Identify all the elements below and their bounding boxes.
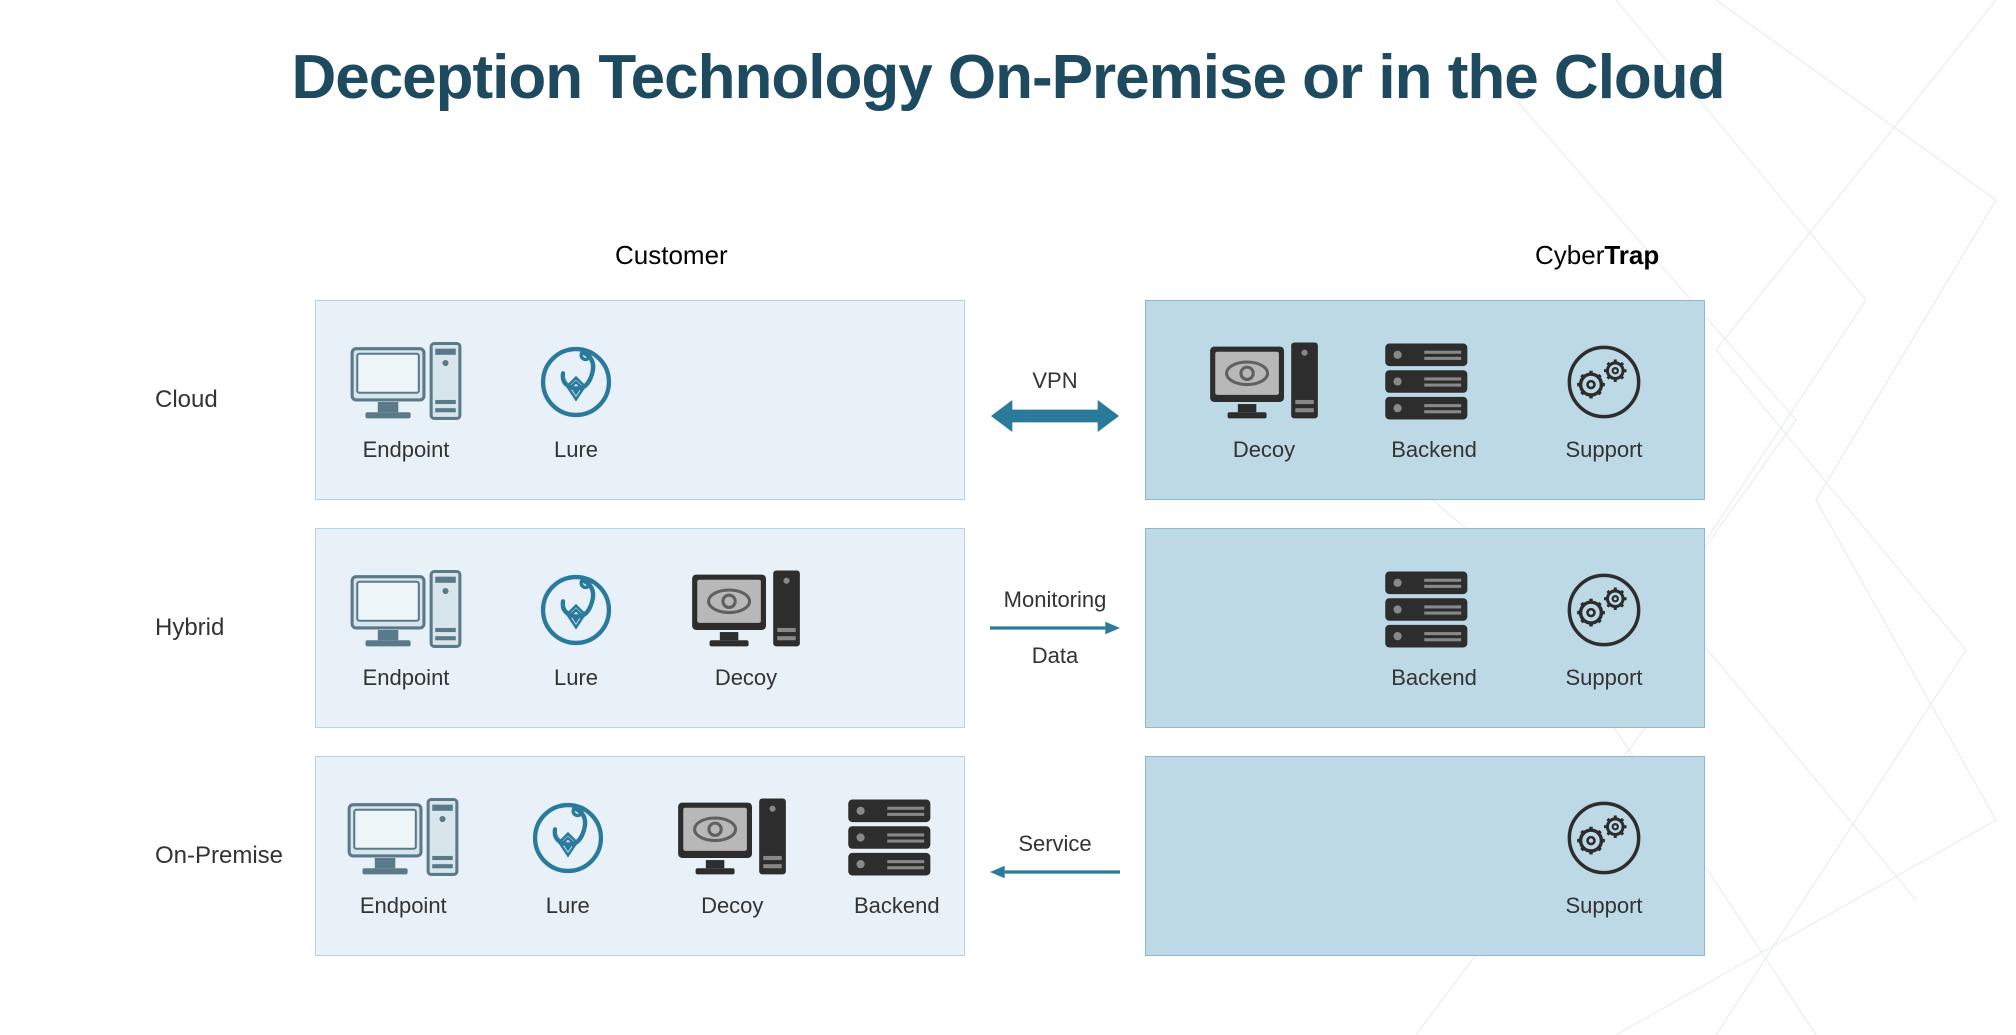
lure-item: Lure — [506, 337, 646, 463]
row-label: On-Premise — [155, 842, 315, 870]
item-label: Decoy — [1233, 437, 1295, 463]
lure-icon — [537, 571, 615, 649]
customer-box: Endpoint Lure Decoy — [315, 528, 965, 728]
support-icon — [1565, 799, 1643, 877]
decoy-icon — [673, 794, 791, 882]
connector-label: VPN — [1032, 368, 1077, 394]
cybertrap-box: Support — [1145, 756, 1705, 956]
item-label: Support — [1565, 893, 1642, 919]
item-label: Lure — [554, 665, 598, 691]
cybertrap-bold: Trap — [1604, 240, 1659, 270]
cybertrap-box: Backend Support — [1145, 528, 1705, 728]
cybertrap-prefix: Cyber — [1535, 240, 1604, 270]
endpoint-icon — [347, 338, 465, 426]
connector-label: Monitoring — [1004, 587, 1107, 613]
diagram-row: Hybrid Endpoint Lure Decoy Monitoring Data Bac… — [155, 528, 1875, 728]
connector: Monitoring Data — [965, 587, 1145, 669]
backend-icon — [838, 794, 956, 882]
left-arrow-icon — [990, 863, 1120, 881]
decoy-item: Decoy — [1194, 337, 1334, 463]
backend-item: Backend — [1364, 337, 1504, 463]
cybertrap-box: Decoy Backend Support — [1145, 300, 1705, 500]
endpoint-item: Endpoint — [336, 565, 476, 691]
connector-label: Service — [1018, 831, 1091, 857]
lure-icon — [537, 343, 615, 421]
item-label: Backend — [1391, 665, 1477, 691]
backend-icon — [1375, 338, 1493, 426]
page-title: Deception Technology On-Premise or in th… — [0, 0, 2016, 113]
endpoint-icon — [347, 566, 465, 654]
decoy-icon — [687, 566, 805, 654]
item-label: Endpoint — [363, 665, 450, 691]
row-label: Hybrid — [155, 614, 315, 642]
diagram-row: Cloud Endpoint Lure VPN Decoy Backend Support — [155, 300, 1875, 500]
endpoint-icon — [344, 794, 462, 882]
customer-box: Endpoint Lure Decoy Backend — [315, 756, 965, 956]
backend-icon — [1375, 566, 1493, 654]
item-label: Support — [1565, 665, 1642, 691]
endpoint-item: Endpoint — [336, 793, 471, 919]
customer-box: Endpoint Lure — [315, 300, 965, 500]
decoy-icon — [1205, 338, 1323, 426]
support-item: Support — [1534, 565, 1674, 691]
lure-icon — [529, 799, 607, 877]
connector-label: Data — [1032, 643, 1078, 669]
support-icon — [1565, 343, 1643, 421]
item-label: Lure — [554, 437, 598, 463]
item-label: Backend — [854, 893, 940, 919]
backend-item: Backend — [830, 793, 965, 919]
connector: VPN — [965, 368, 1145, 432]
connector: Service — [965, 831, 1145, 881]
column-header-customer: Customer — [615, 240, 728, 271]
item-label: Decoy — [715, 665, 777, 691]
support-item: Support — [1534, 337, 1674, 463]
double-arrow-icon — [990, 400, 1120, 432]
item-label: Decoy — [701, 893, 763, 919]
lure-item: Lure — [501, 793, 636, 919]
item-label: Endpoint — [363, 437, 450, 463]
item-label: Endpoint — [360, 893, 447, 919]
decoy-item: Decoy — [665, 793, 800, 919]
support-item: Support — [1534, 793, 1674, 919]
item-label: Backend — [1391, 437, 1477, 463]
column-header-cybertrap: CyberTrap — [1535, 240, 1659, 271]
decoy-item: Decoy — [676, 565, 816, 691]
diagram-content: Customer CyberTrap CloudEndpointLureVPND… — [155, 240, 1875, 260]
lure-item: Lure — [506, 565, 646, 691]
item-label: Lure — [546, 893, 590, 919]
support-icon — [1565, 571, 1643, 649]
diagram-row: On-Premise Endpoint Lure Decoy Backend Servic… — [155, 756, 1875, 956]
item-label: Support — [1565, 437, 1642, 463]
right-arrow-icon — [990, 619, 1120, 637]
row-label: Cloud — [155, 386, 315, 414]
endpoint-item: Endpoint — [336, 337, 476, 463]
backend-item: Backend — [1364, 565, 1504, 691]
